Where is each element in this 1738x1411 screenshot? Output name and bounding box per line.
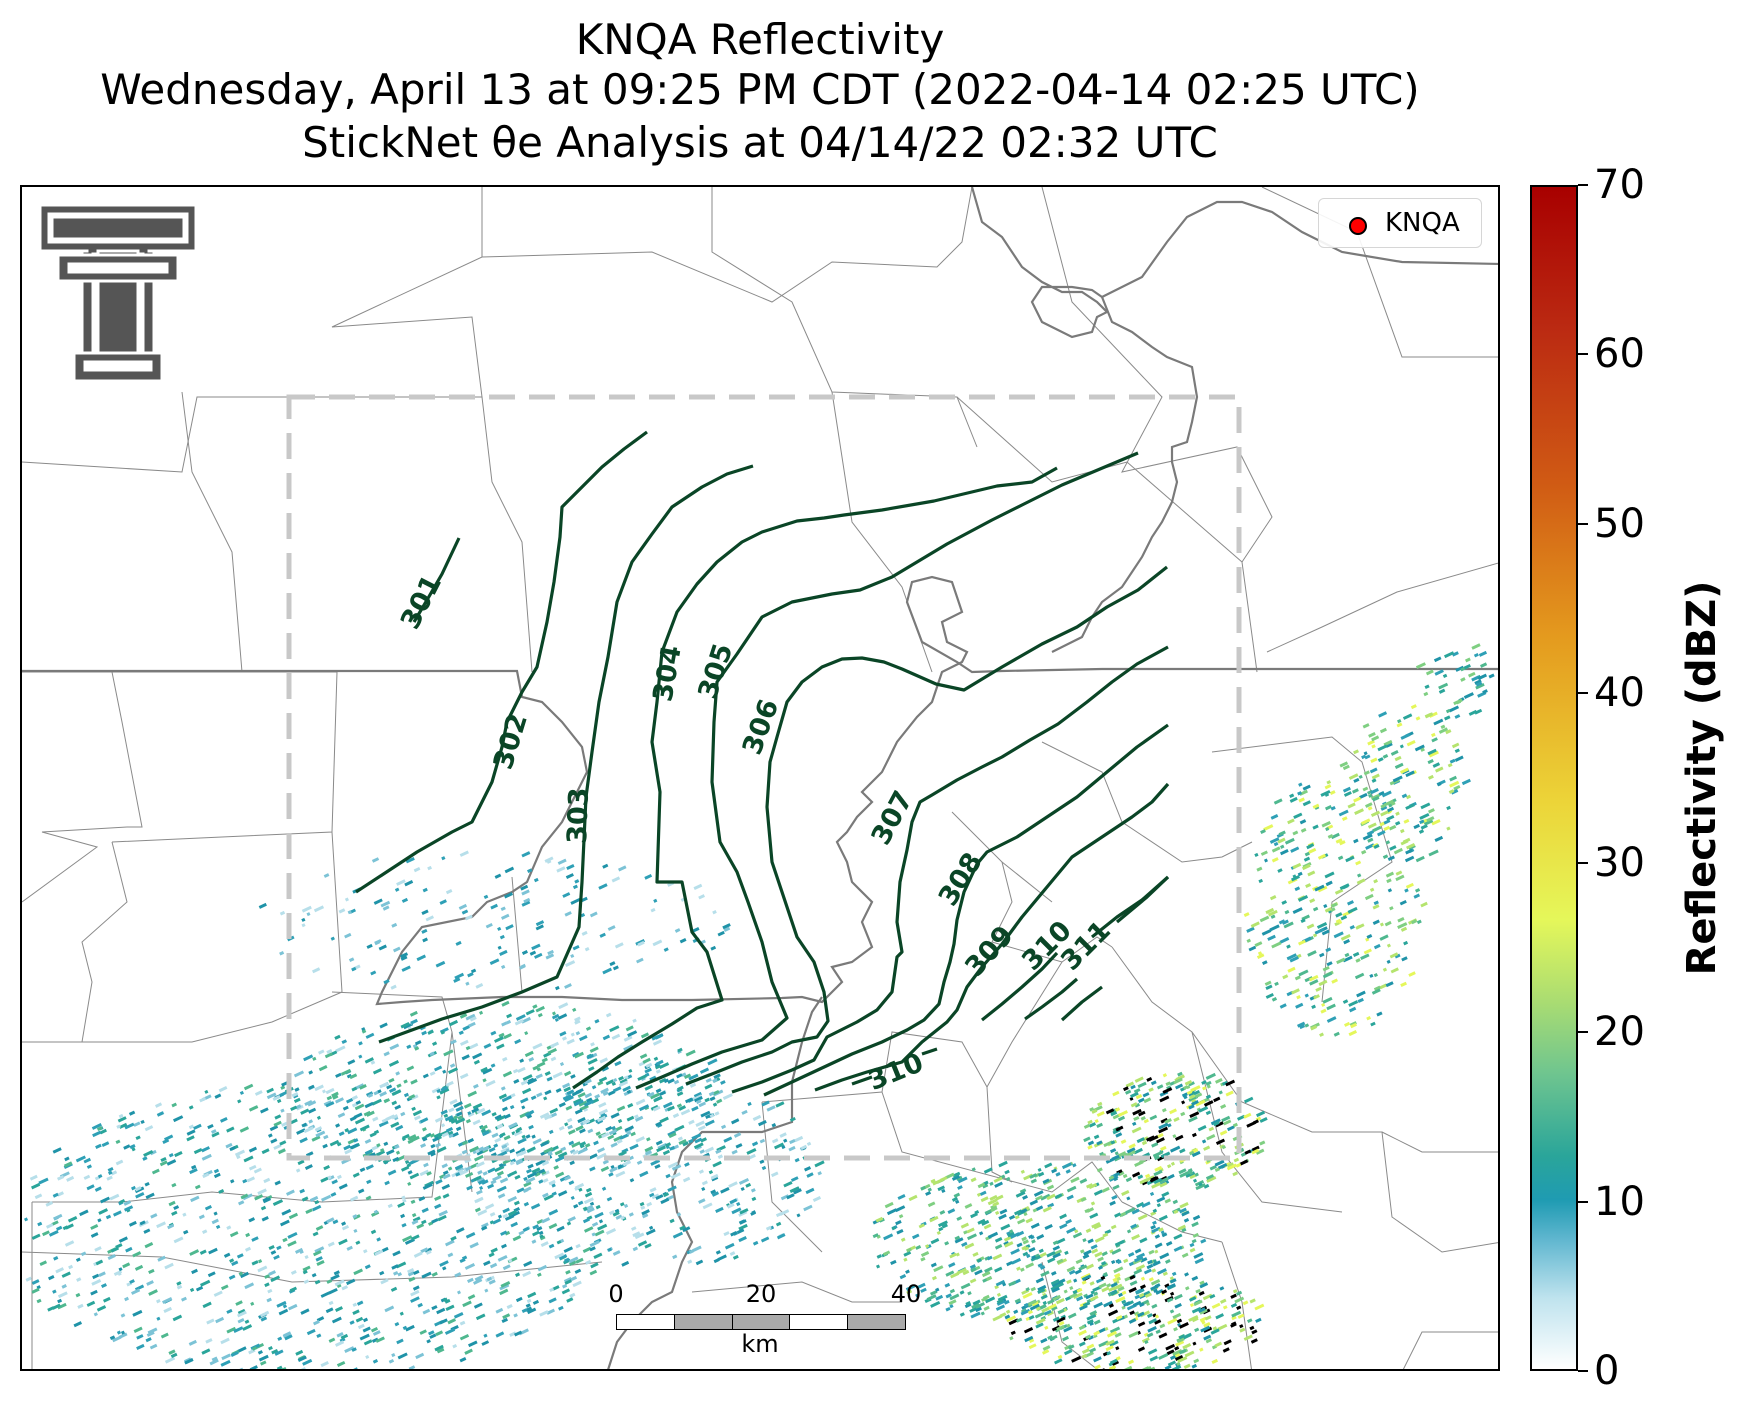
contour-310-lower-b	[921, 1047, 938, 1056]
contour-311	[1060, 985, 1103, 1022]
contour-311-b	[1115, 875, 1170, 924]
figure-timestamp: Wednesday, April 13 at 09:25 PM CDT (202…	[100, 65, 1420, 114]
scale-tick-0: 0	[608, 1280, 624, 1308]
theta-e-contours	[355, 430, 1170, 1097]
contour-301	[412, 537, 461, 623]
legend-label: KNQA	[1385, 208, 1460, 238]
contour-309	[814, 782, 1170, 1092]
analysis-subtitle: StickNet θe Analysis at 04/14/22 02:32 U…	[302, 118, 1218, 167]
contour-label-306: 306	[737, 695, 785, 759]
county-boundaries	[22, 187, 1498, 1369]
contour-label-305: 305	[692, 640, 739, 703]
map-panel: 301 302 303 304 305 306 307 308 309 310 …	[20, 185, 1500, 1371]
contour-label-308: 308	[933, 847, 989, 911]
contour-labels: 301 302 303 304 305 306 307 308 309 310 …	[395, 570, 1117, 1097]
contour-label-310-lower: 310	[864, 1047, 928, 1097]
scale-tick-40: 40	[890, 1280, 922, 1308]
colorbar-tick-mark	[1578, 353, 1588, 356]
colorbar-tick-label: 50	[1594, 500, 1645, 547]
contour-302	[355, 430, 648, 894]
figure-title: KNQA Reflectivity	[575, 15, 945, 64]
contour-310-upper	[981, 951, 1059, 1022]
contour-308	[763, 723, 1169, 1097]
colorbar-tick-label: 70	[1594, 162, 1645, 208]
contour-303	[378, 464, 754, 1044]
scale-bar: 0 20 40 km	[600, 1280, 922, 1370]
colorbar-tick-label: 60	[1594, 331, 1645, 378]
scale-tick-20: 20	[745, 1280, 777, 1308]
reflectivity-colorbar	[1530, 185, 1578, 1371]
colorbar-tick-mark	[1578, 1200, 1588, 1203]
colorbar-tick-label: 30	[1594, 839, 1645, 886]
colorbar-tick-label: 10	[1594, 1178, 1645, 1225]
colorbar-tick-mark	[1578, 692, 1588, 695]
reflectivity-echoes	[23, 643, 1495, 1369]
contour-307	[731, 645, 1169, 1094]
scale-bar-segments	[616, 1314, 906, 1330]
scale-units: km	[741, 1330, 779, 1358]
contour-305	[635, 451, 1139, 1090]
analysis-domain-box	[286, 394, 1242, 1161]
map-canvas: 301 302 303 304 305 306 307 308 309 310 …	[22, 187, 1498, 1369]
map-legend: KNQA	[1318, 198, 1482, 248]
state-boundaries	[22, 187, 1498, 1369]
colorbar-tick-label: 40	[1594, 670, 1645, 717]
colorbar-tick-mark	[1578, 1370, 1588, 1372]
contour-304	[572, 466, 1058, 1090]
double-t-logo-icon	[38, 203, 198, 383]
colorbar-tick-mark	[1578, 1031, 1588, 1034]
colorbar-tick-label: 0	[1594, 1348, 1620, 1394]
radar-site-marker-icon	[1349, 217, 1367, 235]
colorbar-title: Reflectivity (dBZ)	[1679, 580, 1725, 976]
contour-label-304: 304	[647, 643, 687, 704]
contour-310-lower	[851, 1075, 873, 1086]
colorbar-tick-label: 20	[1594, 1009, 1645, 1056]
contour-306	[685, 565, 1168, 1086]
contour-label-302: 302	[488, 710, 534, 773]
colorbar-tick-mark	[1578, 184, 1588, 186]
colorbar-tick-mark	[1578, 861, 1588, 864]
contour-label-303: 303	[562, 787, 595, 844]
colorbar-tick-mark	[1578, 522, 1588, 525]
contour-310-upper-b	[1024, 977, 1079, 1021]
contour-label-307: 307	[866, 786, 920, 850]
